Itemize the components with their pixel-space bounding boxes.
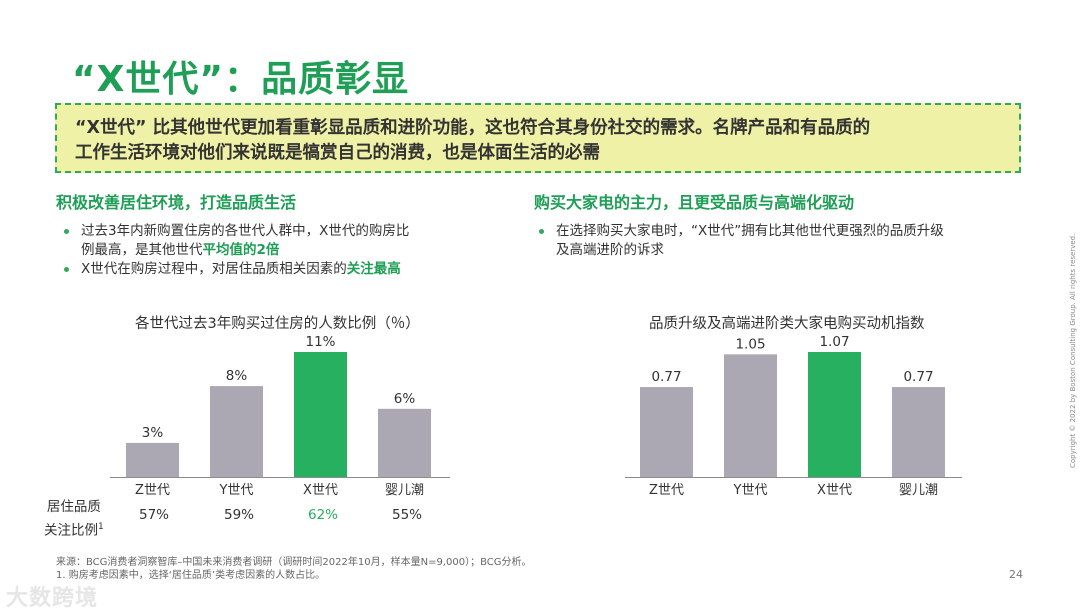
source-note: 来源：BCG消费者洞察智库–中国未来消费者调研（调研时间2022年10月，样本量… <box>56 557 532 582</box>
left-chart-category-label-1: Y世代 <box>219 483 254 498</box>
left-bullet-1-highlight: 平均值的2倍 <box>202 242 280 258</box>
right-chart-category-label-3: 婴儿潮 <box>899 483 938 498</box>
left-chart-category-label-0: Z世代 <box>135 483 170 498</box>
left-chart-value-label-1: 8% <box>226 368 248 384</box>
left-chart-category-label-3: 婴儿潮 <box>385 483 424 498</box>
right-chart-category-label-0: Z世代 <box>649 483 684 498</box>
right-chart-bar-0 <box>640 387 693 477</box>
left-bullet-1-line-2: 例最高，是其他世代 <box>81 242 203 258</box>
callout-line-2: 工作生活环境对他们来说既是犒赏自己的消费，也是体面生活的必需 <box>75 143 600 163</box>
left-chart-value-label-2: 11% <box>305 334 335 350</box>
left-bullet-2-highlight: 关注最高 <box>346 261 401 277</box>
source-line-1: 来源：BCG消费者洞察智库–中国未来消费者调研（调研时间2022年10月，样本量… <box>56 557 532 568</box>
right-chart-category-label-1: Y世代 <box>733 483 768 498</box>
left-bullet-2: X世代在购房过程中，对居住品质相关因素的关注最高 <box>57 260 409 279</box>
left-chart-title: 各世代过去3年购买过住房的人数比例（％） <box>135 316 420 332</box>
right-bullets: 在选择购买大家电时，“X世代”拥有比其他世代更强烈的品质升级 及高端进阶的诉求 <box>532 222 944 260</box>
left-bullet-2-text: X世代在购房过程中，对居住品质相关因素的 <box>81 261 347 277</box>
watermark-logo: 大数跨境 <box>6 586 99 611</box>
copyright-notice: Copyright © 2022 by Boston Consulting Gr… <box>1069 233 1077 468</box>
row-label-footnote: 1 <box>98 522 104 532</box>
key-message-callout: “X世代” 比其他世代更加看重彰显品质和进阶功能，这也符合其身份社交的需求。名牌… <box>55 103 1021 173</box>
right-chart-value-label-2: 1.07 <box>819 334 849 350</box>
left-chart-value-label-0: 3% <box>142 425 164 441</box>
right-chart-value-label-3: 0.77 <box>903 369 933 385</box>
row-label-living-quality: 居住品质 关注比例1 <box>44 497 104 541</box>
bullet-dot-icon <box>64 229 69 234</box>
left-chart-bar-0 <box>126 442 179 477</box>
right-chart-bar-2 <box>808 352 861 477</box>
left-bullet-1: 过去3年内新购置住房的各世代人群中，X世代的购房比 例最高，是其他世代平均值的2… <box>57 222 409 260</box>
bullet-dot-icon <box>64 267 69 272</box>
row-value-x: 62% <box>307 507 338 523</box>
source-line-2: 1. 购房考虑因素中，选择‘居住品质’类考虑因素的人数占比。 <box>56 569 326 581</box>
row-value-y: 59% <box>223 507 254 523</box>
right-bullet-1-line-1: 在选择购买大家电时，“X世代”拥有比其他世代更强烈的品质升级 <box>556 223 944 239</box>
right-subhead: 购买大家电的主力，且更受品质与高端化驱动 <box>534 193 855 212</box>
row-value-z: 57% <box>138 507 169 523</box>
right-chart-bar-3 <box>892 387 945 477</box>
left-subhead: 积极改善居住环境，打造品质生活 <box>56 193 297 212</box>
left-chart-category-label-2: X世代 <box>303 483 338 498</box>
left-chart-value-label-3: 6% <box>394 391 416 407</box>
left-chart-bar-3 <box>378 408 431 477</box>
row-value-boomer: 55% <box>391 507 422 523</box>
right-chart-title: 品质升级及高端进阶类大家电购买动机指数 <box>649 316 925 332</box>
left-bullet-1-line-1: 过去3年内新购置住房的各世代人群中，X世代的购房比 <box>81 223 410 239</box>
right-chart-value-label-0: 0.77 <box>651 369 681 385</box>
page-number: 24 <box>1009 568 1023 581</box>
right-bullet-1-line-2: 及高端进阶的诉求 <box>556 242 664 258</box>
callout-line-1: “X世代” 比其他世代更加看重彰显品质和进阶功能，这也符合其身份社交的需求。名牌… <box>75 118 871 138</box>
left-chart-bar-1 <box>210 386 263 477</box>
left-bullets: 过去3年内新购置住房的各世代人群中，X世代的购房比 例最高，是其他世代平均值的2… <box>57 222 409 279</box>
right-bullet-1: 在选择购买大家电时，“X世代”拥有比其他世代更强烈的品质升级 及高端进阶的诉求 <box>532 222 944 260</box>
page-title: “X世代”：品质彰显 <box>72 59 410 100</box>
row-label-line-2: 关注比例 <box>44 522 98 539</box>
left-chart-bar-2 <box>294 352 347 477</box>
right-chart-value-label-1: 1.05 <box>735 336 765 352</box>
right-chart-category-label-2: X世代 <box>817 483 852 498</box>
right-chart-bar-1 <box>724 354 777 477</box>
bullet-dot-icon <box>539 229 544 234</box>
row-label-line-1: 居住品质 <box>46 499 101 515</box>
